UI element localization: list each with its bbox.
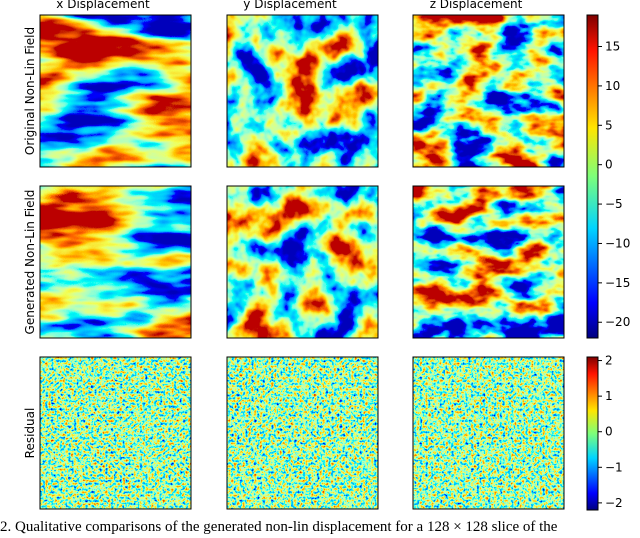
panel-frame: [39, 185, 192, 339]
heatmap-panel: [413, 186, 564, 338]
heatmap-panel: [40, 15, 191, 167]
panel-frame: [39, 356, 192, 510]
row-label: Original Non-Lin Field: [23, 27, 37, 155]
row-label: Generated Non-Lin Field: [23, 190, 37, 335]
colorbar-tick-label: −2: [605, 496, 623, 510]
colorbar-tick-label: −10: [605, 236, 630, 250]
panel-frame: [412, 185, 565, 339]
colorbar-tick-label: 2: [605, 354, 613, 368]
colorbar: [586, 14, 599, 339]
colorbar-tick-label: 15: [605, 40, 620, 54]
heatmap-panel: [227, 15, 378, 167]
colorbar-tick-label: 5: [605, 118, 613, 132]
heatmap-panel: [227, 186, 378, 338]
panel-frame: [412, 356, 565, 510]
column-title: x Displacement: [56, 0, 150, 11]
heatmap-panel: [40, 357, 191, 509]
heatmap-panel: [40, 186, 191, 338]
colorbar-tick-label: −5: [605, 197, 623, 211]
colorbar-tick-label: −20: [605, 315, 630, 329]
panel-frame: [39, 14, 192, 168]
caption: 2. Qualitative comparisons of the genera…: [0, 519, 558, 535]
colorbar-tick-label: −1: [605, 460, 623, 474]
colorbar-tick-label: 0: [605, 158, 613, 172]
column-title: y Displacement: [243, 0, 337, 11]
panel-frame: [226, 185, 379, 339]
panel-frame: [226, 14, 379, 168]
colorbar-tick-label: −15: [605, 276, 630, 290]
heatmap-panel: [413, 357, 564, 509]
colorbar: [586, 356, 599, 511]
colorbar-tick-label: 0: [605, 425, 613, 439]
colorbar-tick-label: 1: [605, 389, 613, 403]
row-label: Residual: [23, 408, 37, 459]
panel-frame: [226, 356, 379, 510]
panel-frame: [412, 14, 565, 168]
heatmap-panel: [413, 15, 564, 167]
column-title: z Displacement: [430, 0, 523, 11]
colorbar-tick-label: 10: [605, 79, 620, 93]
heatmap-panel: [227, 357, 378, 509]
